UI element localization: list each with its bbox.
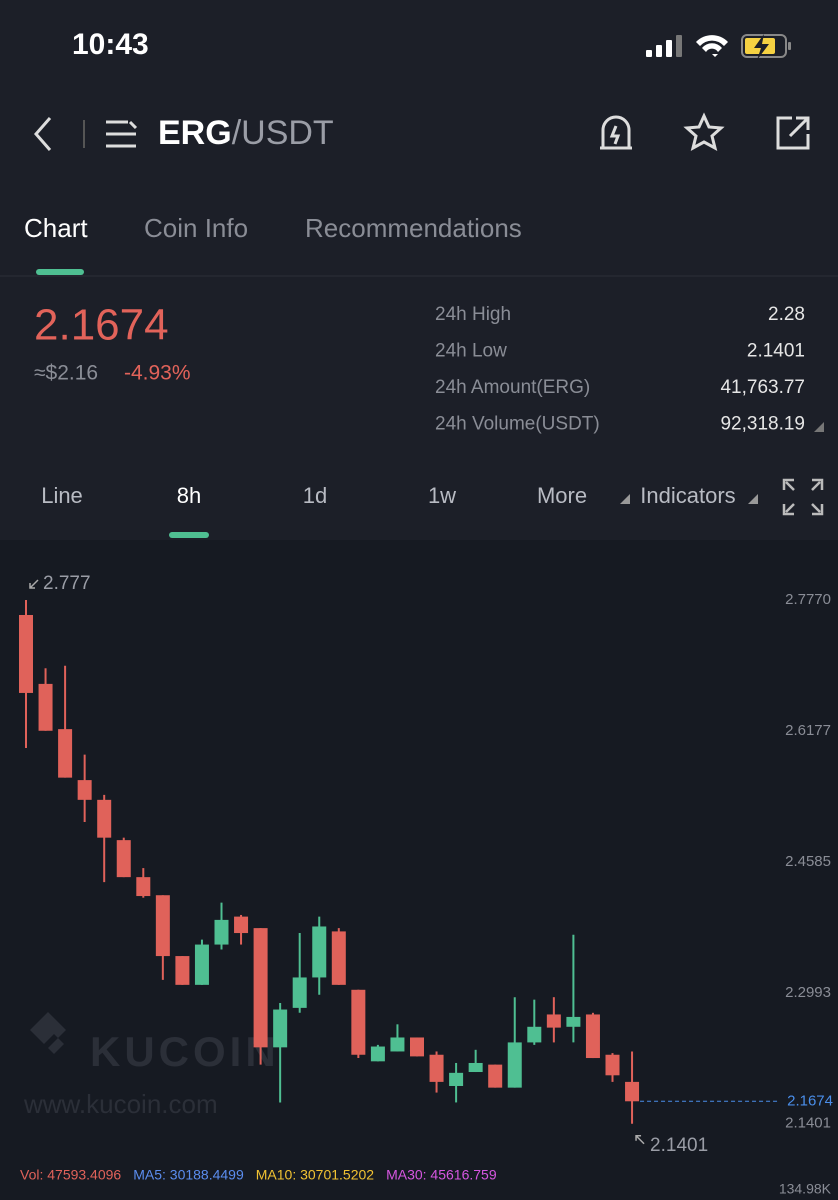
header-bg [0, 0, 838, 540]
stat-value: 2.28 [768, 304, 805, 325]
timeframe[interactable]: Indicators [640, 483, 735, 508]
candle-body [155, 895, 170, 957]
y-tick-label: 2.7770 [785, 591, 831, 608]
back-icon[interactable] [34, 117, 52, 151]
candle-body [214, 919, 229, 945]
stat-label: 24h High [435, 304, 511, 325]
candle-body [351, 989, 366, 1055]
candle-body [253, 928, 268, 1048]
menu-icon[interactable] [106, 120, 138, 148]
candle-body [625, 1081, 640, 1102]
y-tick-label: 2.2993 [785, 984, 831, 1001]
candle-body [410, 1037, 424, 1057]
timeframe[interactable]: 8h [177, 483, 201, 508]
stats-toggle[interactable] [814, 422, 824, 432]
candle-body [605, 1054, 620, 1076]
candle-body [175, 956, 190, 985]
y-tick-label: 2.6177 [785, 722, 831, 739]
tabs: Chart Coin Info Recommendations [24, 213, 522, 243]
candle-body [566, 1016, 581, 1027]
candle-body [507, 1042, 522, 1088]
base: ERG [158, 114, 232, 152]
candle-body [370, 1046, 385, 1062]
stat-label: 24h Low [435, 341, 507, 362]
last-price: 2.1674 [34, 301, 169, 350]
tab[interactable]: Coin Info [144, 213, 248, 243]
candle-body [19, 614, 33, 693]
tab-indicator [36, 269, 84, 275]
chart-bg [0, 540, 838, 1200]
watermark-brand: KUCOIN [90, 1028, 280, 1075]
price-change: -4.93% [124, 362, 191, 385]
max-arrow [29, 579, 39, 589]
stat-label: 24h Volume(USDT) [435, 414, 600, 435]
candle-body [58, 729, 73, 778]
pair-base: ERG/USDT [158, 114, 334, 152]
watermark-url: www.kucoin.com [23, 1089, 218, 1119]
candle-body [331, 931, 346, 985]
candle-body [546, 1014, 561, 1028]
timeframe[interactable]: Line [41, 483, 83, 508]
watermark: KUCOIN www.kucoin.com [23, 1012, 280, 1119]
stat-value: 41,763.77 [720, 377, 805, 398]
stat-label: 24h Amount(ERG) [435, 377, 590, 398]
tab[interactable]: Recommendations [305, 213, 522, 243]
min-arrow [635, 1134, 645, 1145]
candle-body [97, 799, 112, 838]
candle-body [77, 780, 92, 800]
candle-body [136, 877, 151, 897]
candle-body [390, 1037, 405, 1052]
candle-body [116, 840, 131, 878]
candle-body [527, 1026, 542, 1043]
indicator-legend: MA10: 30701.5202 [256, 1167, 375, 1183]
approx-price: ≈$2.16 [34, 362, 98, 385]
min-label: 2.1401 [650, 1135, 708, 1156]
timeframes: Line 8h 1d 1w More Indicators [41, 483, 735, 508]
candle-body [585, 1014, 600, 1059]
candle-body [234, 916, 249, 934]
candle-body [312, 926, 327, 978]
indicator-legend: Vol: 47593.4096 [20, 1167, 121, 1183]
y-tick-label: 2.1401 [785, 1115, 831, 1132]
indicator-legend: MA5: 30188.4499 [133, 1167, 244, 1183]
candle-body [488, 1064, 503, 1088]
timeframe[interactable]: More [537, 483, 587, 508]
volume-axis-label: 134.98K [779, 1181, 832, 1197]
candlestick-chart: 2.7770 2.6177 2.4585 2.2993 2.1401 2.1674 2.77… [19, 573, 833, 1197]
status-icons [646, 34, 791, 60]
candle-body [468, 1062, 483, 1073]
last-price-label: 2.1674 [787, 1092, 833, 1109]
stat-value: 2.1401 [747, 341, 805, 362]
nav-icons[interactable] [34, 112, 810, 151]
share-icon[interactable] [776, 116, 810, 150]
favorite-icon[interactable] [683, 112, 725, 151]
y-tick-label: 2.4585 [785, 853, 831, 870]
timeframe[interactable]: 1w [428, 483, 456, 508]
candle-body [292, 977, 307, 1008]
watermark-logo [30, 1012, 66, 1054]
indicator-legend: MA30: 45616.759 [386, 1167, 497, 1183]
candle-body [194, 944, 209, 985]
fullscreen-icon[interactable] [782, 478, 824, 516]
timeframe[interactable]: 1d [303, 483, 327, 508]
tab[interactable]: Chart [24, 213, 88, 243]
alert-icon[interactable] [600, 115, 632, 150]
candle-body [38, 683, 53, 731]
candle-body [429, 1054, 444, 1082]
status-time: 10:43 [72, 28, 149, 61]
candle-body [273, 1009, 288, 1048]
stat-value: 92,318.19 [720, 414, 805, 435]
stats: 24h High 2.28 24h Low 2.1401 24h Amount(ERG)… [435, 304, 805, 435]
quote: /USDT [232, 114, 334, 152]
timeframe-indicator [169, 532, 209, 538]
max-label: 2.777 [43, 573, 91, 594]
candle-body [449, 1072, 464, 1086]
